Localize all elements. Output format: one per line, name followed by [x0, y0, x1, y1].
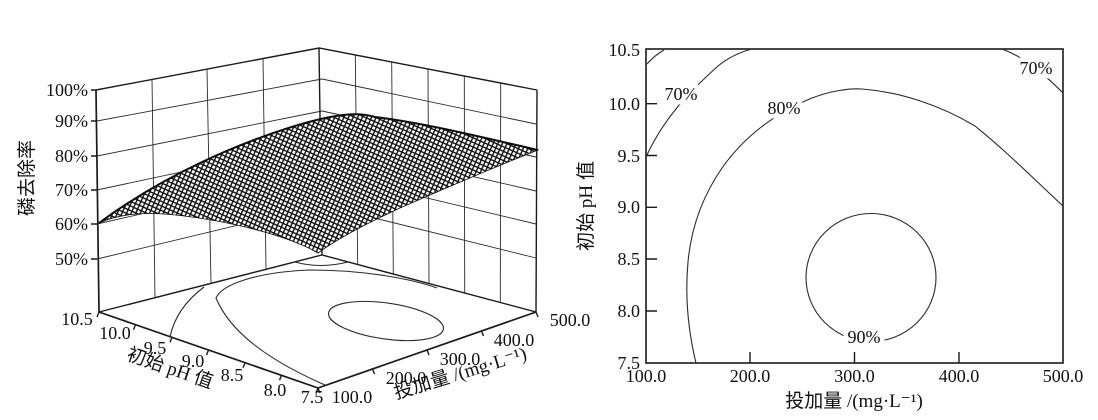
ph-tick-label: 9.0 — [182, 351, 205, 371]
plot-frame — [645, 48, 1064, 364]
floor-contour-90 — [327, 300, 445, 342]
floor-contour-70 — [169, 286, 205, 338]
contour-label-90: 90% — [848, 327, 881, 347]
y-tick-label: 8.0 — [618, 301, 641, 321]
dose-tick-label: 200.0 — [386, 368, 427, 388]
z-tick-label: 100% — [46, 80, 88, 100]
ph-tick-label: 7.5 — [301, 387, 324, 407]
contour-plot: 70% 80% 90% 70% 10.5 10.0 9.5 9.0 8.5 8.… — [575, 40, 1083, 412]
z-axis-ticks — [91, 89, 97, 260]
dose-axis-ticks — [317, 311, 539, 394]
ph-tick-label: 10.0 — [99, 323, 131, 343]
dose-tick-label: 500.0 — [550, 310, 591, 330]
y-axis-title: 初始 pH 值 — [575, 161, 597, 251]
contour-70-upper-left — [645, 48, 753, 158]
contour-60-corner — [646, 49, 665, 65]
x-tick-label: 400.0 — [939, 366, 980, 386]
z-tick-label: 80% — [55, 146, 88, 166]
z-axis-line — [95, 89, 100, 313]
y-tick-label: 7.5 — [618, 353, 641, 373]
surface-top-rim — [98, 113, 539, 224]
x-axis-ticks — [749, 352, 960, 363]
x-tick-label: 100.0 — [626, 366, 667, 386]
contour-90 — [805, 212, 937, 343]
ph-tick-label: 9.5 — [144, 338, 167, 358]
dose-tick-label: 400.0 — [494, 330, 535, 350]
z-tick-label: 50% — [55, 249, 88, 269]
z-tick-label: 60% — [55, 214, 88, 234]
y-tick-label: 10.5 — [609, 40, 641, 60]
floor-contour-70b — [294, 261, 349, 267]
contour-label-70-right: 70% — [1020, 58, 1053, 78]
dose-tick-label: 300.0 — [440, 349, 481, 369]
y-tick-label: 10.0 — [609, 94, 641, 114]
contour-label-70-left: 70% — [665, 84, 698, 104]
ph-tick-label: 8.5 — [221, 365, 244, 385]
x-tick-label: 200.0 — [730, 366, 771, 386]
y-axis-ticks — [646, 103, 657, 312]
ph-axis-ticks — [96, 311, 319, 394]
y-tick-label: 9.5 — [618, 146, 641, 166]
contour-80 — [686, 88, 1064, 364]
contour-70-upper-right — [1001, 48, 1064, 94]
x-tick-label: 300.0 — [834, 366, 875, 386]
y-tick-label: 9.0 — [618, 197, 641, 217]
floor-contour-80 — [215, 269, 438, 386]
ph-tick-label: 8.0 — [264, 380, 287, 400]
contour-label-80: 80% — [768, 98, 801, 118]
y-tick-label: 8.5 — [618, 249, 641, 269]
ph-tick-label: 10.5 — [61, 309, 93, 329]
z-axis-title: 磷去除率 — [16, 140, 38, 216]
dose-tick-label: 100.0 — [332, 387, 373, 407]
z-tick-label: 90% — [55, 111, 88, 131]
x-tick-label: 500.0 — [1043, 366, 1084, 386]
x-axis-title: 投加量 /(mg·L⁻¹) — [785, 390, 923, 412]
z-tick-label: 70% — [55, 180, 88, 200]
surface-3d-plot: 100% 90% 80% 70% 60% 50% 10.5 10.0 9.5 9… — [16, 47, 591, 407]
